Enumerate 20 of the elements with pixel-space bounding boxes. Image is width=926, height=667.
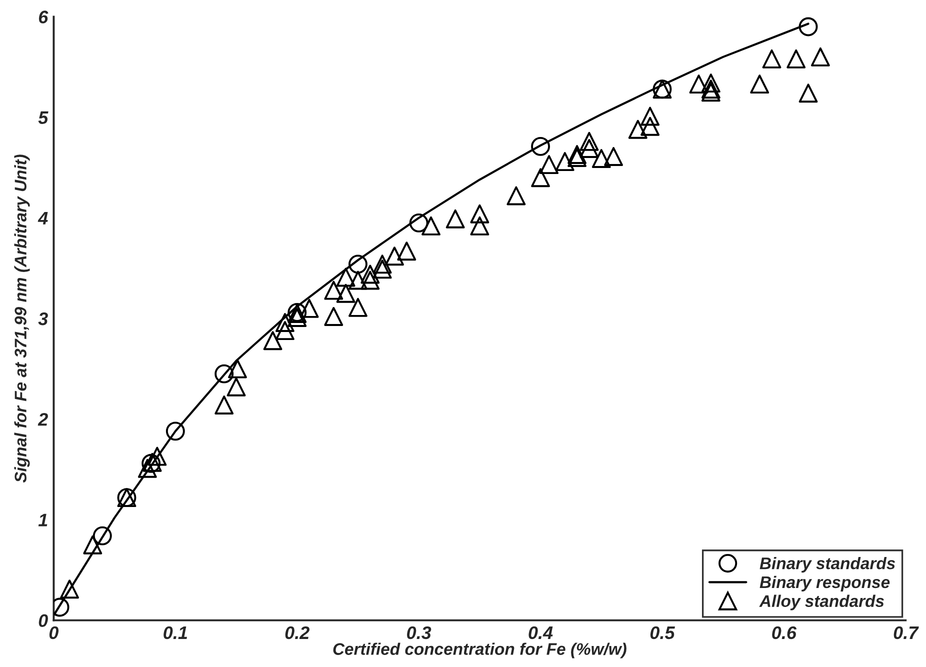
x-tick-label: 0.4: [528, 626, 553, 640]
x-tick-label: 0.2: [285, 626, 310, 640]
legend-label: Binary response: [760, 576, 890, 592]
y-tick-label: 0: [38, 614, 48, 628]
y-tick-label: 6: [38, 10, 48, 24]
x-tick-label: 0.3: [407, 626, 432, 640]
legend-label: Binary standards: [760, 557, 896, 573]
y-tick-label: 5: [38, 111, 48, 124]
x-tick-label: 0: [49, 626, 59, 640]
y-tick-label: 2: [38, 413, 48, 426]
y-axis-title: Signal for Fe at 371,99 nm (Arbitrary Unit): [14, 154, 30, 483]
x-tick-label: 0.7: [894, 626, 919, 640]
y-tick-label: 3: [38, 312, 48, 326]
y-tick-label: 4: [38, 212, 48, 224]
y-tick-label: 1: [38, 514, 48, 526]
x-tick-label: 0.6: [772, 626, 797, 640]
x-tick-label: 0.1: [164, 626, 187, 640]
legend-label: Alloy standards: [759, 594, 884, 610]
x-tick-label: 0.5: [650, 626, 675, 640]
x-axis-title: Certified concentration for Fe (%w/w): [333, 642, 626, 658]
